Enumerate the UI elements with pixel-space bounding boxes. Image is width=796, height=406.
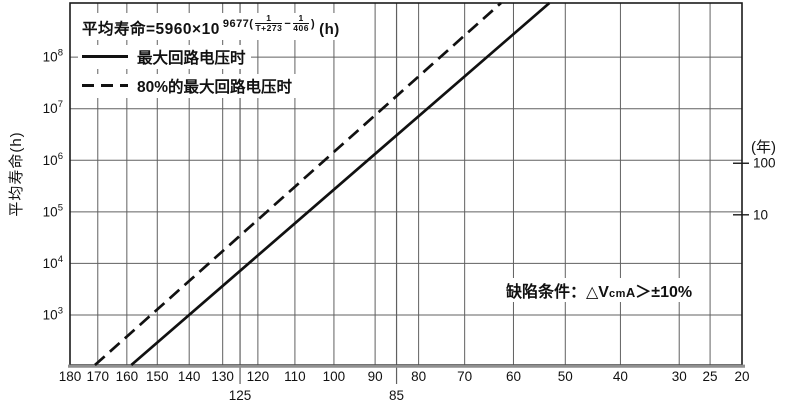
x-tick-label: 30 [672, 369, 687, 384]
legend-item-solid: 最大回路电压时 [78, 44, 251, 69]
y-tick-label: 104 [43, 254, 63, 271]
series-line-dashed [94, 1, 502, 367]
y-tick-label: 107 [43, 99, 63, 116]
x-tick-label: 140 [178, 369, 201, 384]
x-sub-tick-label: 125 [229, 388, 252, 403]
x-tick-label: 25 [703, 369, 718, 384]
x-tick-label: 130 [211, 369, 234, 384]
formula-prefix: 平均寿命=5960×10 [82, 20, 220, 38]
formula-unit: (h) [319, 20, 340, 38]
x-tick-label: 80 [411, 369, 426, 384]
right-axis-tick-label: 10 [753, 207, 768, 222]
y-tick-label: 108 [43, 48, 63, 65]
y-tick-label: 106 [43, 151, 63, 168]
y-tick-label: 105 [43, 202, 63, 219]
x-tick-label: 70 [457, 369, 472, 384]
formula-exponent: 9677(1 T+273−1 406) [222, 13, 316, 34]
formula: 平均寿命=5960×10 9677(1 T+273−1 406) (h) [78, 13, 345, 40]
x-tick-label: 180 [59, 369, 82, 384]
legend: 平均寿命=5960×10 9677(1 T+273−1 406) (h) 最大回路电压时… [78, 13, 345, 98]
x-tick-label: 90 [368, 369, 383, 384]
right-axis-title: (年) [751, 139, 776, 156]
legend-label-dashed: 80%的最大回路电压时 [137, 78, 293, 96]
x-tick-label: 100 [323, 369, 346, 384]
legend-label-solid: 最大回路电压时 [137, 49, 246, 67]
series-line-solid [130, 1, 551, 367]
solid-line-swatch [82, 55, 128, 59]
y-tick-label: 103 [43, 305, 63, 322]
x-tick-label: 150 [146, 369, 169, 384]
x-tick-label: 40 [613, 369, 628, 384]
legend-item-dashed: 80%的最大回路电压时 [78, 73, 298, 98]
x-tick-label: 170 [87, 369, 110, 384]
x-tick-label: 160 [116, 369, 139, 384]
y-axis-title: 平均寿命(h) [8, 131, 25, 217]
formula-fraction-1: 1 T+273 [255, 13, 283, 34]
x-tick-label: 120 [247, 369, 270, 384]
dashed-line-swatch [82, 84, 128, 88]
right-axis-tick-label: 100 [753, 156, 776, 171]
formula-fraction-2: 1 406 [293, 13, 309, 34]
x-tick-label: 60 [506, 369, 521, 384]
x-tick-label: 110 [284, 369, 306, 384]
x-tick-label: 50 [558, 369, 573, 384]
x-tick-label: 20 [734, 369, 749, 384]
defect-condition-annotation: 缺陷条件：△VcmA＞±10% [502, 278, 697, 302]
x-sub-tick-label: 85 [389, 388, 404, 403]
